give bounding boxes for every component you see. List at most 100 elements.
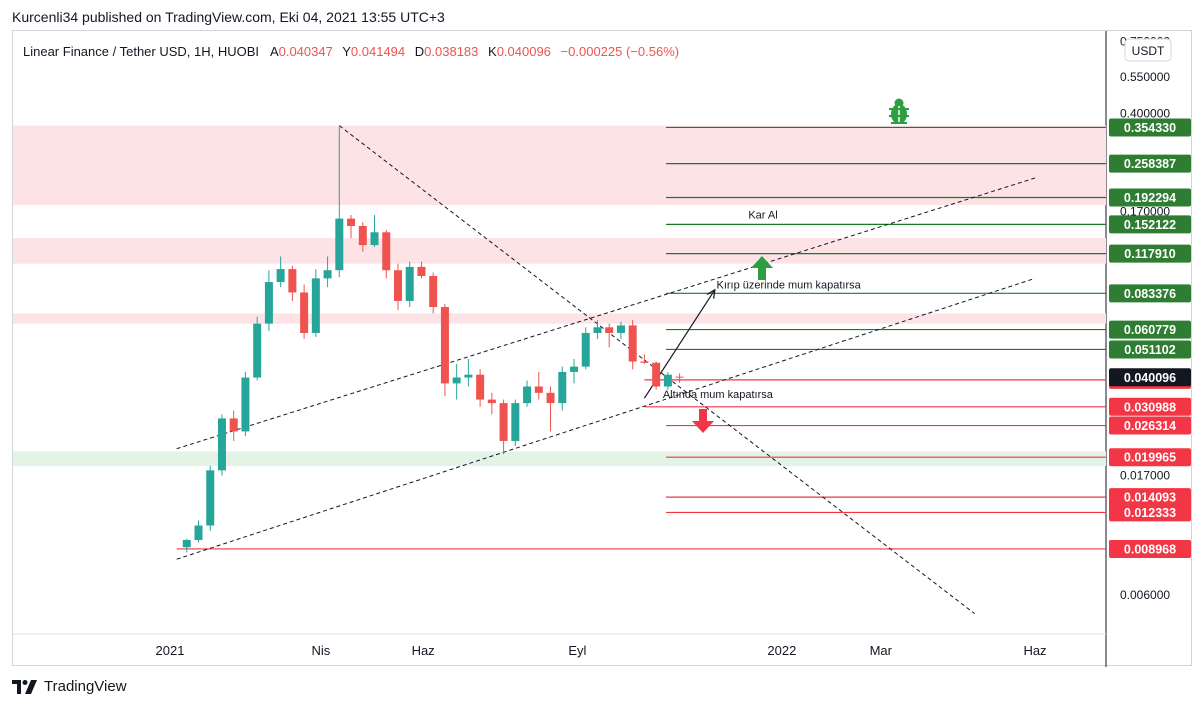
candle-body	[499, 403, 508, 441]
red-level-label: 0.026314	[1124, 419, 1176, 433]
candle-body	[253, 323, 262, 378]
red-level-label-box	[1109, 503, 1191, 522]
green-level-label-box	[1109, 284, 1191, 303]
chart-canvas[interactable]: Kar Al Kırıp üzerinde mum kapatırsa Altınd…	[13, 31, 1193, 667]
candle-body	[300, 292, 309, 333]
legend-high-label: Y	[342, 44, 351, 59]
candle-body	[581, 332, 590, 367]
support-zone	[13, 451, 1106, 466]
candle-body	[382, 232, 391, 271]
red-level-label-box	[1109, 397, 1191, 416]
red-level-label: 0.012333	[1124, 506, 1176, 520]
x-tick-label: 2022	[767, 643, 796, 658]
red-level-label-box	[1109, 416, 1191, 435]
x-tick-label: Eyl	[568, 643, 586, 658]
resistance-zone	[13, 238, 1106, 264]
candle-body	[323, 270, 332, 279]
dashed-trend-line	[176, 277, 1036, 560]
candle-body	[452, 377, 461, 384]
dashed-trend-line	[176, 177, 1036, 450]
resistance-zone	[13, 313, 1106, 324]
legend-low-value: 0.038183	[424, 44, 478, 59]
green-level-label-box	[1109, 320, 1191, 339]
candle-body	[229, 418, 238, 432]
candle-body	[616, 325, 625, 333]
green-level-label-box	[1109, 215, 1191, 234]
legend-close-label: K	[488, 44, 497, 59]
candle-body	[358, 226, 367, 246]
green-level-label-box	[1109, 118, 1191, 137]
legend-change: −0.000225 (−0.56%)	[561, 44, 680, 59]
green-level-label: 0.192294	[1124, 191, 1176, 205]
candle-body	[264, 282, 273, 324]
green-level-label-box	[1109, 188, 1191, 207]
candle-body	[417, 266, 426, 276]
chart-annotation: Kar Al	[748, 210, 777, 222]
green-level-label: 0.083376	[1124, 287, 1176, 301]
green-level-label: 0.354330	[1124, 121, 1176, 135]
publish-header: Kurcenli34 published on TradingView.com,…	[12, 9, 445, 25]
candle-body	[640, 361, 649, 363]
candle-body	[194, 525, 203, 540]
up-arrow-icon	[751, 256, 773, 280]
x-tick-label: Mar	[870, 643, 893, 658]
green-level-label: 0.258387	[1124, 157, 1176, 171]
candle-body	[546, 392, 555, 404]
candle-body	[440, 307, 449, 384]
candle-body	[593, 327, 602, 333]
red-level-label: 0.030988	[1124, 400, 1176, 414]
candle-body	[241, 377, 250, 432]
candle-body	[652, 362, 661, 387]
candle-body	[405, 266, 414, 301]
candle-body	[628, 325, 637, 362]
x-tick-label: 2021	[156, 643, 185, 658]
candle-body	[511, 403, 520, 441]
x-tick-label: Nis	[311, 643, 330, 658]
candle-body	[217, 418, 226, 471]
chart-annotation: Kırıp üzerinde mum kapatırsa	[716, 279, 861, 291]
candle-body	[347, 218, 356, 227]
green-level-label: 0.051102	[1124, 343, 1175, 357]
candle-body	[464, 374, 473, 378]
legend-symbol: Linear Finance / Tether USD, 1H, HUOBI	[23, 44, 259, 59]
projection-arrow-head	[706, 288, 716, 299]
candle-body	[288, 269, 297, 293]
current-price-label: 0.040096	[1124, 371, 1176, 385]
tradingview-logo-icon	[12, 679, 37, 694]
tradingview-brand: TradingView	[44, 678, 127, 695]
candle-body	[605, 327, 614, 333]
red-level-label: 0.014093	[1124, 491, 1176, 505]
candle-body	[206, 470, 215, 526]
candle-body	[370, 232, 379, 246]
candle-body	[393, 270, 402, 301]
legend-high-value: 0.041494	[351, 44, 405, 59]
candle-body	[570, 366, 579, 372]
tradingview-footer[interactable]: TradingView	[12, 678, 127, 695]
x-tick-label: Haz	[1023, 643, 1046, 658]
y-tick-label: 0.017000	[1120, 469, 1170, 483]
legend-line: Linear Finance / Tether USD, 1H, HUOBI A…	[23, 44, 679, 59]
y-tick-label: 0.400000	[1120, 107, 1170, 121]
green-level-label-box	[1109, 244, 1191, 263]
current-price-label-box	[1109, 368, 1191, 387]
candle-body	[523, 386, 532, 404]
legend-open-value: 0.040347	[279, 44, 333, 59]
chart-frame[interactable]: Kar Al Kırıp üzerinde mum kapatırsa Altınd…	[12, 30, 1193, 667]
red-level-label: 0.008968	[1124, 542, 1176, 556]
legend-open-label: A	[270, 44, 279, 59]
candle-body	[534, 386, 543, 393]
red-level-label: 0.019965	[1124, 451, 1176, 465]
candle-body	[276, 269, 285, 283]
candle-body	[675, 376, 684, 378]
red-level-label-box	[1109, 488, 1191, 507]
green-level-label: 0.060779	[1124, 323, 1176, 337]
candle-body	[663, 374, 672, 387]
candle-body	[335, 218, 344, 271]
y-tick-label: 0.006000	[1120, 588, 1170, 602]
currency-button-label: USDT	[1132, 44, 1165, 58]
candle-body	[429, 275, 438, 308]
x-tick-label: Haz	[412, 643, 435, 658]
green-level-label-box	[1109, 340, 1191, 359]
currency-button[interactable]: USDT	[1124, 38, 1172, 62]
candle-body	[558, 371, 567, 404]
